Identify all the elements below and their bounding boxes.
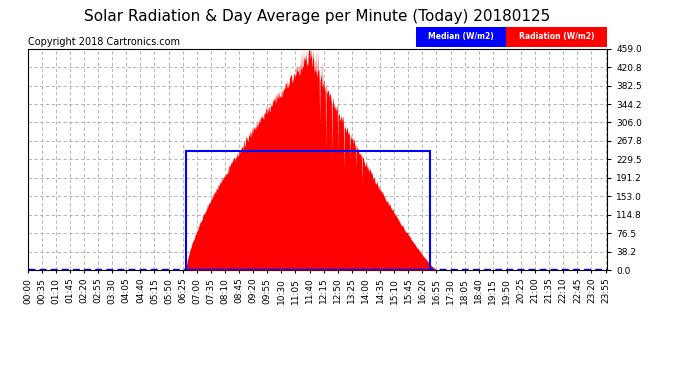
Title: Solar Radiation & Day Average per Minute (Today) 20180125: Solar Radiation & Day Average per Minute…: [84, 9, 551, 24]
Text: Copyright 2018 Cartronics.com: Copyright 2018 Cartronics.com: [28, 36, 179, 46]
Bar: [186, 151, 431, 270]
